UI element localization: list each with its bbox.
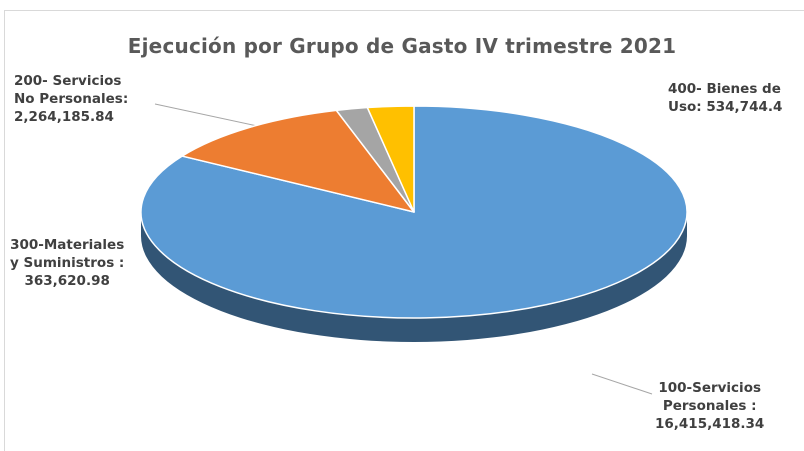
slice-label-300-line2: y Suministros : xyxy=(10,255,125,271)
slice-label-200-line2: No Personales: xyxy=(14,91,129,107)
chart-frame xyxy=(4,10,804,451)
slice-label-400-line2: Uso: 534,744.4 xyxy=(668,99,783,115)
slice-label-200-line1: 200- Servicios xyxy=(14,73,122,89)
slice-label-200-line3: 2,264,185.84 xyxy=(14,109,114,125)
slice-label-100-line3: 16,415,418.34 xyxy=(655,416,765,432)
slice-label-300-line1: 300-Materiales xyxy=(10,237,125,253)
slice-label-300: 300-Materiales y Suministros : 363,620.9… xyxy=(10,236,124,290)
leader-line-100 xyxy=(591,373,653,395)
leader-lines xyxy=(154,103,653,395)
slice-label-400-line1: 400- Bienes de xyxy=(668,81,781,97)
slice-label-300-line3: 363,620.98 xyxy=(24,273,110,289)
slice-label-100: 100-Servicios Personales : 16,415,418.34 xyxy=(655,379,764,433)
pie-side-0 xyxy=(141,212,687,342)
slice-label-100-line2: Personales : xyxy=(662,398,757,414)
pie-slice-3 xyxy=(366,105,415,213)
leader-line-200 xyxy=(154,103,263,128)
pie-slice-0 xyxy=(140,105,688,319)
slice-label-200: 200- Servicios No Personales: 2,264,185.… xyxy=(14,72,128,126)
pie-side-walls xyxy=(141,212,687,342)
chart-title: Ejecución por Grupo de Gasto IV trimestr… xyxy=(127,34,677,58)
pie-slice-1 xyxy=(181,109,415,213)
slice-label-100-line1: 100-Servicios xyxy=(658,380,761,396)
slice-label-400: 400- Bienes de Uso: 534,744.4 xyxy=(668,80,782,116)
